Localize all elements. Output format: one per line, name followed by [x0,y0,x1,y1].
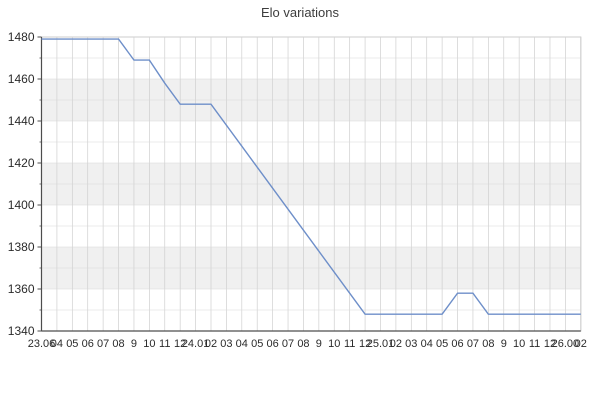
svg-text:9: 9 [316,338,322,350]
svg-text:1460: 1460 [8,72,35,86]
svg-text:9: 9 [131,338,137,350]
svg-text:Elo variations: Elo variations [261,5,340,20]
svg-text:02: 02 [205,338,217,350]
svg-text:05: 05 [436,338,448,350]
svg-text:05: 05 [66,338,78,350]
svg-text:1340: 1340 [8,324,35,338]
svg-text:11: 11 [529,338,540,350]
svg-text:1380: 1380 [8,240,35,254]
svg-text:05: 05 [251,338,263,350]
svg-text:10: 10 [513,338,525,350]
svg-text:11: 11 [159,338,170,350]
svg-text:07: 07 [467,338,479,350]
svg-text:02: 02 [575,338,587,350]
svg-text:10: 10 [328,338,340,350]
svg-text:1480: 1480 [8,30,35,44]
svg-text:06: 06 [451,338,463,350]
svg-text:11: 11 [344,338,355,350]
svg-text:08: 08 [112,338,124,350]
svg-text:06: 06 [82,338,94,350]
svg-text:07: 07 [282,338,294,350]
svg-text:03: 03 [220,338,232,350]
svg-text:08: 08 [482,338,494,350]
svg-text:10: 10 [143,338,155,350]
svg-text:1400: 1400 [8,198,35,212]
svg-text:03: 03 [405,338,417,350]
svg-text:07: 07 [97,338,109,350]
svg-text:1360: 1360 [8,282,35,296]
svg-text:04: 04 [236,338,248,350]
svg-text:1440: 1440 [8,114,35,128]
svg-text:9: 9 [501,338,507,350]
svg-text:06: 06 [267,338,279,350]
svg-text:04: 04 [421,338,433,350]
svg-text:08: 08 [297,338,309,350]
svg-text:1420: 1420 [8,156,35,170]
svg-text:02: 02 [390,338,402,350]
svg-text:04: 04 [51,338,63,350]
